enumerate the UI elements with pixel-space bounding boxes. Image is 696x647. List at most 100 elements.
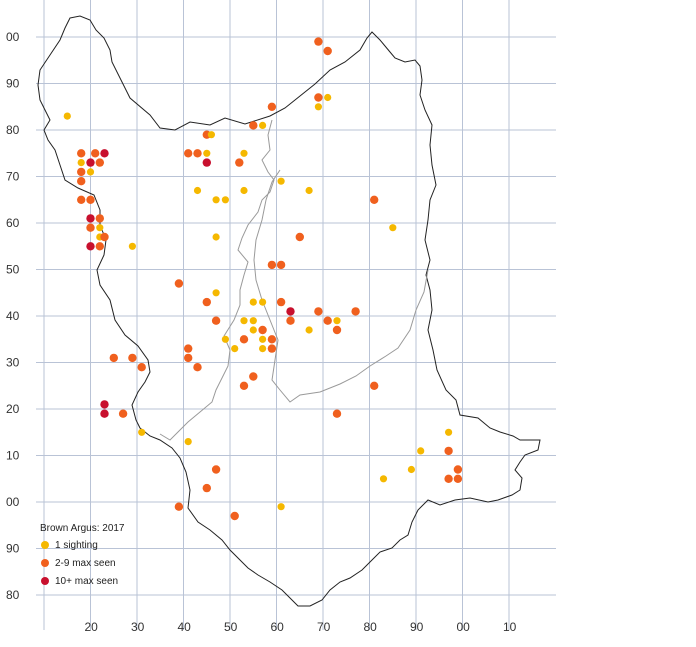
x-tick-label: 90 — [410, 620, 424, 634]
sighting-point-1 — [212, 196, 220, 204]
sighting-point-1 — [259, 345, 267, 353]
legend-marker-2-9 — [41, 559, 49, 567]
sighting-point-1 — [259, 298, 267, 306]
sighting-point-1 — [324, 93, 332, 102]
y-tick-label: 90 — [6, 542, 20, 556]
sighting-point-1 — [221, 196, 229, 204]
sighting-point-1 — [138, 428, 146, 436]
sighting-point-2-9 — [249, 121, 258, 130]
sighting-point-1 — [96, 224, 104, 232]
sighting-point-2-9 — [239, 381, 249, 390]
sighting-point-1 — [277, 503, 285, 511]
sighting-point-2-9 — [314, 37, 323, 46]
sighting-point-1 — [379, 475, 388, 483]
sighting-point-2-9 — [193, 363, 202, 372]
sighting-point-2-9 — [295, 232, 304, 242]
sighting-point-10-plus — [286, 307, 295, 316]
axis-labels: 00 90 80 70 60 50 40 30 20 10 00 90 80 20 30 40 50 60 70 80… — [6, 30, 517, 634]
y-tick-label: 40 — [6, 309, 20, 323]
sighting-point-2-9 — [323, 316, 332, 325]
sighting-point-2-9 — [109, 353, 119, 363]
sighting-point-2-9 — [77, 195, 86, 204]
sighting-point-2-9 — [118, 409, 128, 418]
sighting-point-2-9 — [351, 307, 360, 316]
sighting-point-1 — [203, 149, 211, 157]
sighting-point-1 — [259, 335, 267, 343]
y-tick-label: 00 — [6, 495, 20, 509]
sighting-point-1 — [417, 447, 425, 455]
sighting-point-1 — [221, 335, 229, 343]
sighting-point-2-9 — [267, 344, 277, 353]
legend: Brown Argus: 2017 1 sighting 2-9 max see… — [40, 523, 125, 587]
legend-marker-1-sighting — [41, 541, 49, 549]
sighting-point-2-9 — [453, 474, 463, 483]
sighting-point-2-9 — [286, 316, 295, 325]
sighting-point-1 — [277, 177, 285, 185]
legend-marker-10-plus — [41, 577, 49, 585]
sighting-point-2-9 — [86, 223, 95, 232]
sighting-point-2-9 — [184, 344, 193, 353]
sighting-point-2-9 — [95, 158, 105, 167]
sighting-point-2-9 — [314, 307, 323, 316]
sighting-point-10-plus — [202, 158, 211, 167]
sighting-point-1 — [333, 317, 341, 325]
sighting-point-1 — [249, 298, 257, 306]
x-tick-label: 60 — [271, 620, 285, 634]
legend-label-10-plus: 10+ max seen — [55, 576, 118, 587]
district-boundary-2 — [253, 169, 429, 403]
sighting-point-2-9 — [314, 93, 323, 102]
sighting-point-1 — [231, 345, 239, 353]
sighting-point-2-9 — [267, 260, 277, 270]
legend-label-1-sighting: 1 sighting — [55, 540, 98, 551]
sighting-point-2-9 — [235, 158, 244, 167]
sighting-point-10-plus — [100, 409, 109, 418]
sighting-point-1 — [389, 224, 397, 232]
sighting-point-1 — [184, 438, 192, 446]
sighting-points — [63, 37, 463, 521]
sighting-point-2-9 — [184, 353, 193, 363]
sighting-point-1 — [86, 168, 95, 176]
x-tick-label: 70 — [317, 620, 331, 634]
x-tick-label: 80 — [364, 620, 378, 634]
x-tick-label: 00 — [457, 620, 471, 634]
sighting-point-1 — [259, 121, 267, 129]
sighting-point-1 — [249, 317, 257, 325]
sighting-point-10-plus — [86, 214, 95, 223]
sighting-point-2-9 — [193, 149, 202, 158]
sighting-point-2-9 — [230, 511, 239, 521]
sighting-point-2-9 — [202, 297, 211, 307]
sighting-point-2-9 — [444, 474, 453, 483]
sighting-point-2-9 — [95, 214, 105, 223]
sighting-point-10-plus — [100, 149, 109, 158]
sighting-point-1 — [249, 326, 257, 334]
x-tick-label: 40 — [178, 620, 192, 634]
sighting-point-1 — [193, 186, 202, 195]
sighting-point-10-plus — [86, 158, 95, 167]
y-tick-label: 90 — [6, 77, 20, 91]
sighting-point-1 — [305, 186, 313, 195]
map-grid — [36, 0, 556, 630]
sighting-point-2-9 — [174, 279, 184, 288]
sighting-point-1 — [63, 112, 71, 120]
sighting-point-2-9 — [370, 381, 379, 390]
sighting-point-2-9 — [444, 446, 453, 456]
y-tick-label: 80 — [6, 588, 20, 602]
sighting-point-2-9 — [267, 335, 277, 344]
sighting-point-10-plus — [86, 242, 95, 251]
y-tick-label: 50 — [6, 263, 20, 277]
sighting-point-1 — [240, 149, 248, 157]
y-tick-label: 60 — [6, 216, 20, 230]
sighting-point-2-9 — [370, 195, 379, 204]
sighting-point-2-9 — [267, 102, 277, 112]
sighting-point-2-9 — [211, 316, 221, 325]
sighting-point-2-9 — [77, 167, 86, 177]
x-tick-label: 30 — [131, 620, 145, 634]
legend-label-2-9: 2-9 max seen — [55, 558, 116, 569]
x-tick-label: 10 — [503, 620, 517, 634]
sighting-point-1 — [212, 233, 220, 241]
y-tick-label: 80 — [6, 123, 20, 137]
sighting-point-1 — [77, 159, 85, 167]
x-tick-label: 20 — [85, 620, 99, 634]
sighting-point-2-9 — [276, 260, 286, 270]
